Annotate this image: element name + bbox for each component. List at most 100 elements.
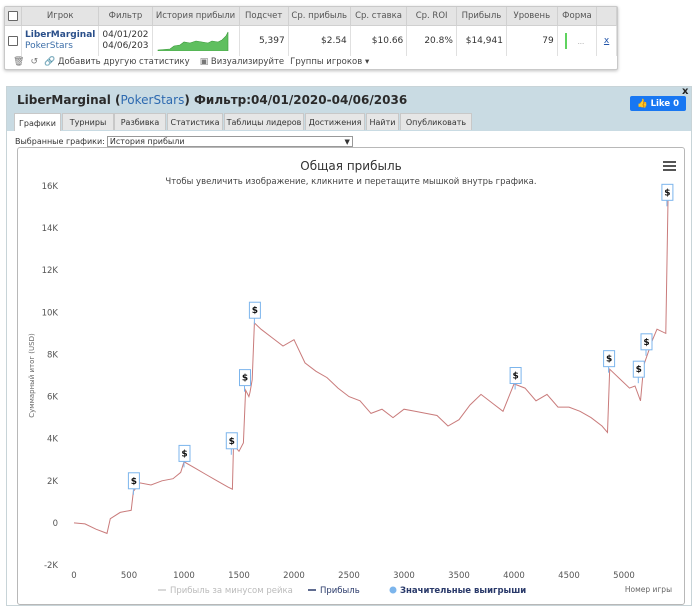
big-win-marker: $ bbox=[606, 355, 612, 365]
filter-from: 04/01/202 bbox=[102, 30, 149, 40]
title-filter: Фильтр:04/01/2020-04/06/2036 bbox=[194, 93, 408, 107]
player-groups-dropdown[interactable]: Группы игроков ▾ bbox=[290, 57, 369, 67]
chart-select[interactable]: История прибыли ▼ bbox=[106, 136, 353, 147]
x-tick-label: 5000 bbox=[613, 571, 635, 581]
x-tick-label: 1000 bbox=[173, 571, 195, 581]
tab-publish[interactable]: Опубликовать bbox=[400, 113, 472, 130]
col-header-avg-stake[interactable]: Ср. ставка bbox=[350, 7, 408, 26]
big-win-marker: $ bbox=[664, 188, 670, 198]
chart-select-row: Выбранные графики: История прибыли ▼ bbox=[15, 136, 353, 147]
visualize-button[interactable]: ▣ Визуализируйте bbox=[200, 57, 284, 67]
x-tick-label: 3500 bbox=[448, 571, 470, 581]
stats-panel: Игрок Фильтр История прибыли Подсчет Ср.… bbox=[4, 6, 618, 70]
col-header-player[interactable]: Игрок bbox=[21, 7, 100, 26]
tab-charts[interactable]: Графики bbox=[14, 113, 61, 132]
facebook-like-button[interactable]: 👍 Like 0 bbox=[630, 96, 686, 111]
col-header-avg-profit[interactable]: Ср. прибыль bbox=[288, 7, 351, 26]
col-header-count[interactable]: Подсчет bbox=[239, 7, 289, 26]
avg-profit-cell: $2.54 bbox=[288, 25, 351, 56]
form-ellipsis: ... bbox=[577, 37, 585, 46]
tab-find[interactable]: Найти bbox=[366, 113, 399, 130]
player-widget: LiberMarginal (PokerStars) Фильтр:04/01/… bbox=[6, 86, 692, 606]
chart-container[interactable]: Общая прибыль Чтобы увеличить изображение… bbox=[17, 147, 685, 605]
form-cell: ... bbox=[557, 25, 598, 56]
x-axis-label: Номер игры bbox=[625, 585, 672, 594]
close-widget-icon[interactable]: x bbox=[682, 86, 689, 97]
widget-header: LiberMarginal (PokerStars) Фильтр:04/01/… bbox=[7, 87, 691, 113]
big-win-flag bbox=[225, 432, 238, 450]
big-win-flag bbox=[632, 360, 645, 378]
add-stats-button[interactable]: 🔗 Добавить другую статистику bbox=[44, 57, 190, 67]
big-win-marker: $ bbox=[242, 374, 248, 384]
select-all-checkbox[interactable] bbox=[8, 10, 18, 21]
legend-item-label[interactable]: Значительные выигрыши bbox=[400, 586, 526, 596]
profit-chart[interactable]: Общая прибыль Чтобы увеличить изображение… bbox=[18, 148, 684, 604]
table-header-row: Игрок Фильтр История прибыли Подсчет Ср.… bbox=[5, 7, 617, 26]
filter-cell: 04/01/202 04/06/203 bbox=[98, 25, 153, 56]
legend-dot-swatch bbox=[389, 586, 397, 594]
col-header-avg-roi[interactable]: Ср. ROI bbox=[406, 7, 457, 26]
like-label: Like 0 bbox=[650, 98, 679, 109]
big-win-flag bbox=[178, 444, 191, 462]
link-icon: 🔗 bbox=[43, 57, 56, 67]
tab-tournaments[interactable]: Турниры bbox=[62, 113, 114, 130]
player-cell: LiberMarginal PokerStars bbox=[21, 25, 100, 56]
col-header-form[interactable]: Форма bbox=[557, 7, 598, 26]
stats-toolbar: 🗑 ↺ 🔗 Добавить другую статистику ▣ Визуа… bbox=[13, 56, 369, 68]
form-bar bbox=[564, 33, 567, 49]
big-win-marker: $ bbox=[229, 437, 235, 447]
y-axis-label: Суммарный итог (USD) bbox=[28, 333, 36, 418]
y-tick-label: 8K bbox=[47, 350, 58, 360]
col-header-profit[interactable]: Прибыль bbox=[456, 7, 507, 26]
tab-statistics[interactable]: Статистика bbox=[167, 113, 223, 130]
level-cell: 79 bbox=[506, 25, 558, 56]
title-player: LiberMarginal bbox=[17, 93, 111, 107]
col-header-filter[interactable]: Фильтр bbox=[98, 7, 153, 26]
x-tick-label: 2000 bbox=[283, 571, 305, 581]
chevron-down-icon: ▼ bbox=[344, 137, 350, 146]
trash-icon[interactable]: 🗑 bbox=[13, 57, 25, 67]
player-groups-label: Группы игроков bbox=[290, 57, 363, 67]
x-tick-label: 0 bbox=[71, 571, 76, 581]
thumbs-up-icon: 👍 bbox=[637, 98, 648, 109]
big-win-marker: $ bbox=[643, 338, 649, 348]
tab-bar: Графики Турниры Разбивка Статистика Табл… bbox=[7, 113, 691, 132]
big-win-marker: $ bbox=[131, 477, 137, 487]
image-icon: ▣ bbox=[199, 57, 209, 67]
refresh-icon[interactable]: ↺ bbox=[30, 57, 38, 67]
title-site-link[interactable]: PokerStars bbox=[120, 93, 185, 107]
chart-subtitle: Чтобы увеличить изображение, кликните и … bbox=[165, 177, 536, 187]
big-win-marker: $ bbox=[512, 372, 518, 382]
x-tick-label: 3000 bbox=[393, 571, 415, 581]
profit-sparkline bbox=[157, 31, 228, 51]
chevron-down-icon: ▾ bbox=[364, 57, 370, 67]
chart-select-label: Выбранные графики: bbox=[15, 137, 105, 146]
tab-achievements[interactable]: Достижения bbox=[305, 113, 365, 130]
select-all-cell bbox=[5, 7, 22, 26]
row-checkbox-cell bbox=[5, 25, 22, 56]
table-row: LiberMarginal PokerStars 04/01/202 04/06… bbox=[5, 25, 617, 56]
profit-cell: $14,941 bbox=[456, 25, 507, 56]
player-name-link[interactable]: LiberMarginal bbox=[25, 30, 96, 40]
col-header-level[interactable]: Уровень bbox=[506, 7, 558, 26]
player-site: PokerStars bbox=[25, 41, 73, 51]
count-cell: 5,397 bbox=[239, 25, 289, 56]
col-header-empty bbox=[596, 7, 617, 26]
legend-item-label[interactable]: Прибыль за минусом рейка bbox=[170, 586, 293, 596]
col-header-profit-history[interactable]: История прибыли bbox=[152, 7, 240, 26]
big-win-flag bbox=[603, 350, 616, 368]
widget-title: LiberMarginal (PokerStars) Фильтр:04/01/… bbox=[17, 93, 408, 107]
y-tick-label: 12K bbox=[42, 266, 59, 276]
profit-series-line bbox=[73, 200, 669, 535]
tab-breakdown[interactable]: Разбивка bbox=[114, 113, 166, 130]
row-checkbox[interactable] bbox=[8, 35, 18, 46]
stats-table: Игрок Фильтр История прибыли Подсчет Ср.… bbox=[5, 7, 617, 56]
legend-item-label[interactable]: Прибыль bbox=[320, 586, 360, 596]
add-stats-label: Добавить другую статистику bbox=[57, 57, 190, 67]
x-tick-label: 500 bbox=[121, 571, 137, 581]
sparkline-cell bbox=[152, 25, 240, 56]
widget-body: Выбранные графики: История прибыли ▼ Общ… bbox=[7, 131, 691, 605]
remove-cell: x bbox=[596, 25, 617, 56]
remove-row-link[interactable]: x bbox=[603, 36, 610, 46]
tab-leaderboards[interactable]: Таблицы лидеров bbox=[224, 113, 304, 130]
